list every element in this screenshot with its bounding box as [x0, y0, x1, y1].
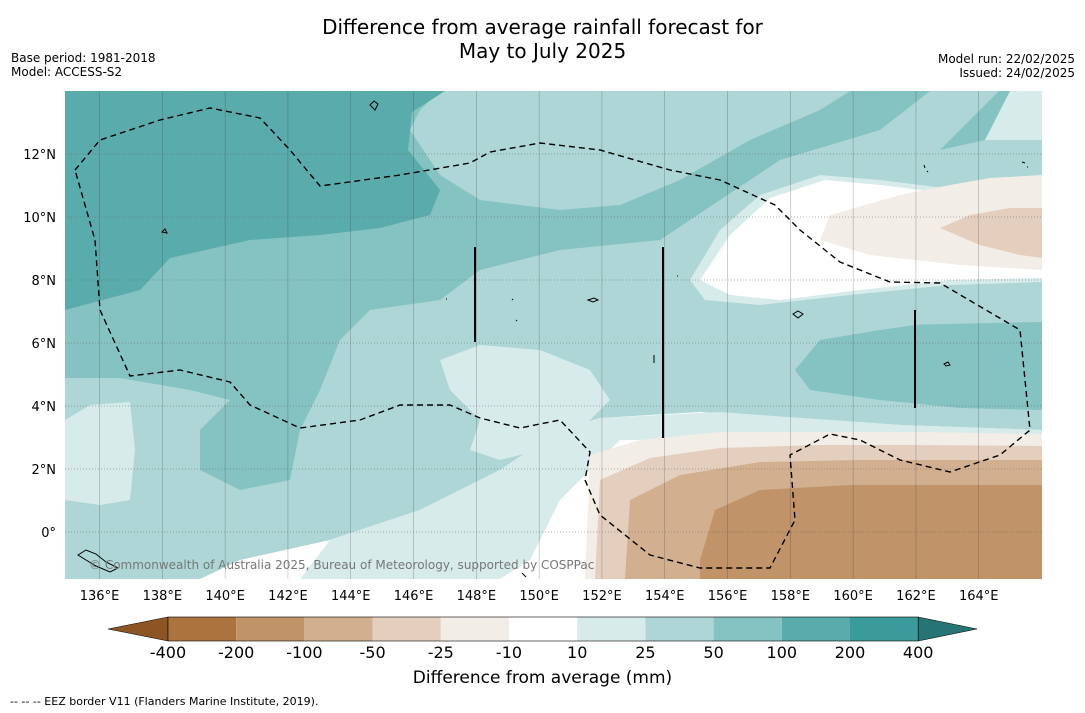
colorbar-tick-label: 50 — [703, 643, 723, 662]
lon-tick-label: 152°E — [582, 589, 622, 604]
lon-tick-label: 146°E — [394, 589, 434, 604]
issued-date: Issued: 24/02/2025 — [959, 66, 1075, 80]
lon-tick-label: 160°E — [833, 589, 873, 604]
lon-tick-label: 156°E — [708, 589, 748, 604]
eez-border-note: -- -- -- EEZ border V11 (Flanders Marine… — [10, 695, 319, 708]
copyright-notice: © Commonwealth of Australia 2025, Bureau… — [89, 558, 595, 572]
title-line-2: May to July 2025 — [458, 39, 627, 63]
colorbar-tick-label: -25 — [428, 643, 454, 662]
lat-tick-label: 2°N — [32, 463, 57, 478]
lon-tick-label: 164°E — [959, 589, 999, 604]
colorbar-tick-label: -200 — [218, 643, 254, 662]
colorbar-segment — [440, 617, 509, 641]
lat-tick-label: 10°N — [23, 211, 56, 226]
longitude-labels: 136°E 138°E 140°E 142°E 144°E 146°E 148°E 150°E… — [80, 589, 999, 604]
lon-tick-label: 162°E — [896, 589, 936, 604]
colorbar-segment — [850, 617, 919, 641]
lon-tick-label: 154°E — [645, 589, 685, 604]
colorbar-segment — [713, 617, 782, 641]
colorbar-tick-label: 10 — [567, 643, 587, 662]
colorbar-segment — [304, 617, 373, 641]
lat-tick-label: 12°N — [23, 148, 56, 163]
model-name: Model: ACCESS-S2 — [11, 65, 123, 79]
lat-tick-label: 6°N — [32, 337, 57, 352]
colorbar-tick-label: -10 — [496, 643, 522, 662]
colorbar-tick-label: -400 — [150, 643, 186, 662]
colorbar-segment — [577, 617, 646, 641]
colorbar-low-extension — [107, 616, 169, 642]
colorbar-labels: -400 -200 -100 -50 -25 -10 10 25 50 100 200 400 — [150, 643, 934, 662]
model-run-date: Model run: 22/02/2025 — [937, 52, 1075, 66]
colorbar-segment — [168, 617, 237, 641]
rainfall-field — [65, 91, 1042, 579]
colorbar-segment — [372, 617, 441, 641]
lon-tick-label: 148°E — [457, 589, 497, 604]
base-period: Base period: 1981-2018 — [11, 51, 156, 65]
eez-borders — [74, 107, 1031, 569]
border-segments — [474, 247, 916, 438]
colorbar-tick-label: 100 — [767, 643, 798, 662]
gridlines — [65, 91, 1042, 579]
colorbar-tick-label: 400 — [903, 643, 934, 662]
lat-tick-label: 4°N — [32, 400, 57, 415]
lon-tick-label: 136°E — [80, 589, 120, 604]
colorbar-title: Difference from average (mm) — [412, 668, 673, 688]
colorbar-segment — [781, 617, 850, 641]
lat-tick-label: 0° — [41, 526, 56, 541]
colorbar-frame — [167, 616, 919, 642]
lon-tick-label: 144°E — [331, 589, 371, 604]
colorbar-segment — [645, 617, 714, 641]
colorbar-tick-label: -100 — [286, 643, 322, 662]
island-outlines — [77, 100, 1028, 578]
lon-tick-label: 140°E — [205, 589, 245, 604]
lon-tick-label: 138°E — [143, 589, 183, 604]
colorbar-high-extension — [917, 616, 978, 642]
lon-tick-label: 142°E — [268, 589, 308, 604]
colorbar — [107, 616, 978, 642]
lon-tick-label: 158°E — [771, 589, 811, 604]
latitude-labels: 12°N 10°N 8°N 6°N 4°N 2°N 0° — [23, 148, 56, 541]
lat-tick-label: 8°N — [32, 274, 57, 289]
lon-tick-label: 150°E — [519, 589, 559, 604]
colorbar-segment — [509, 617, 578, 641]
colorbar-tick-label: -50 — [360, 643, 386, 662]
title-line-1: Difference from average rainfall forecas… — [322, 15, 763, 39]
colorbar-tick-label: 25 — [635, 643, 655, 662]
colorbar-tick-label: 200 — [835, 643, 866, 662]
colorbar-segment — [236, 617, 305, 641]
